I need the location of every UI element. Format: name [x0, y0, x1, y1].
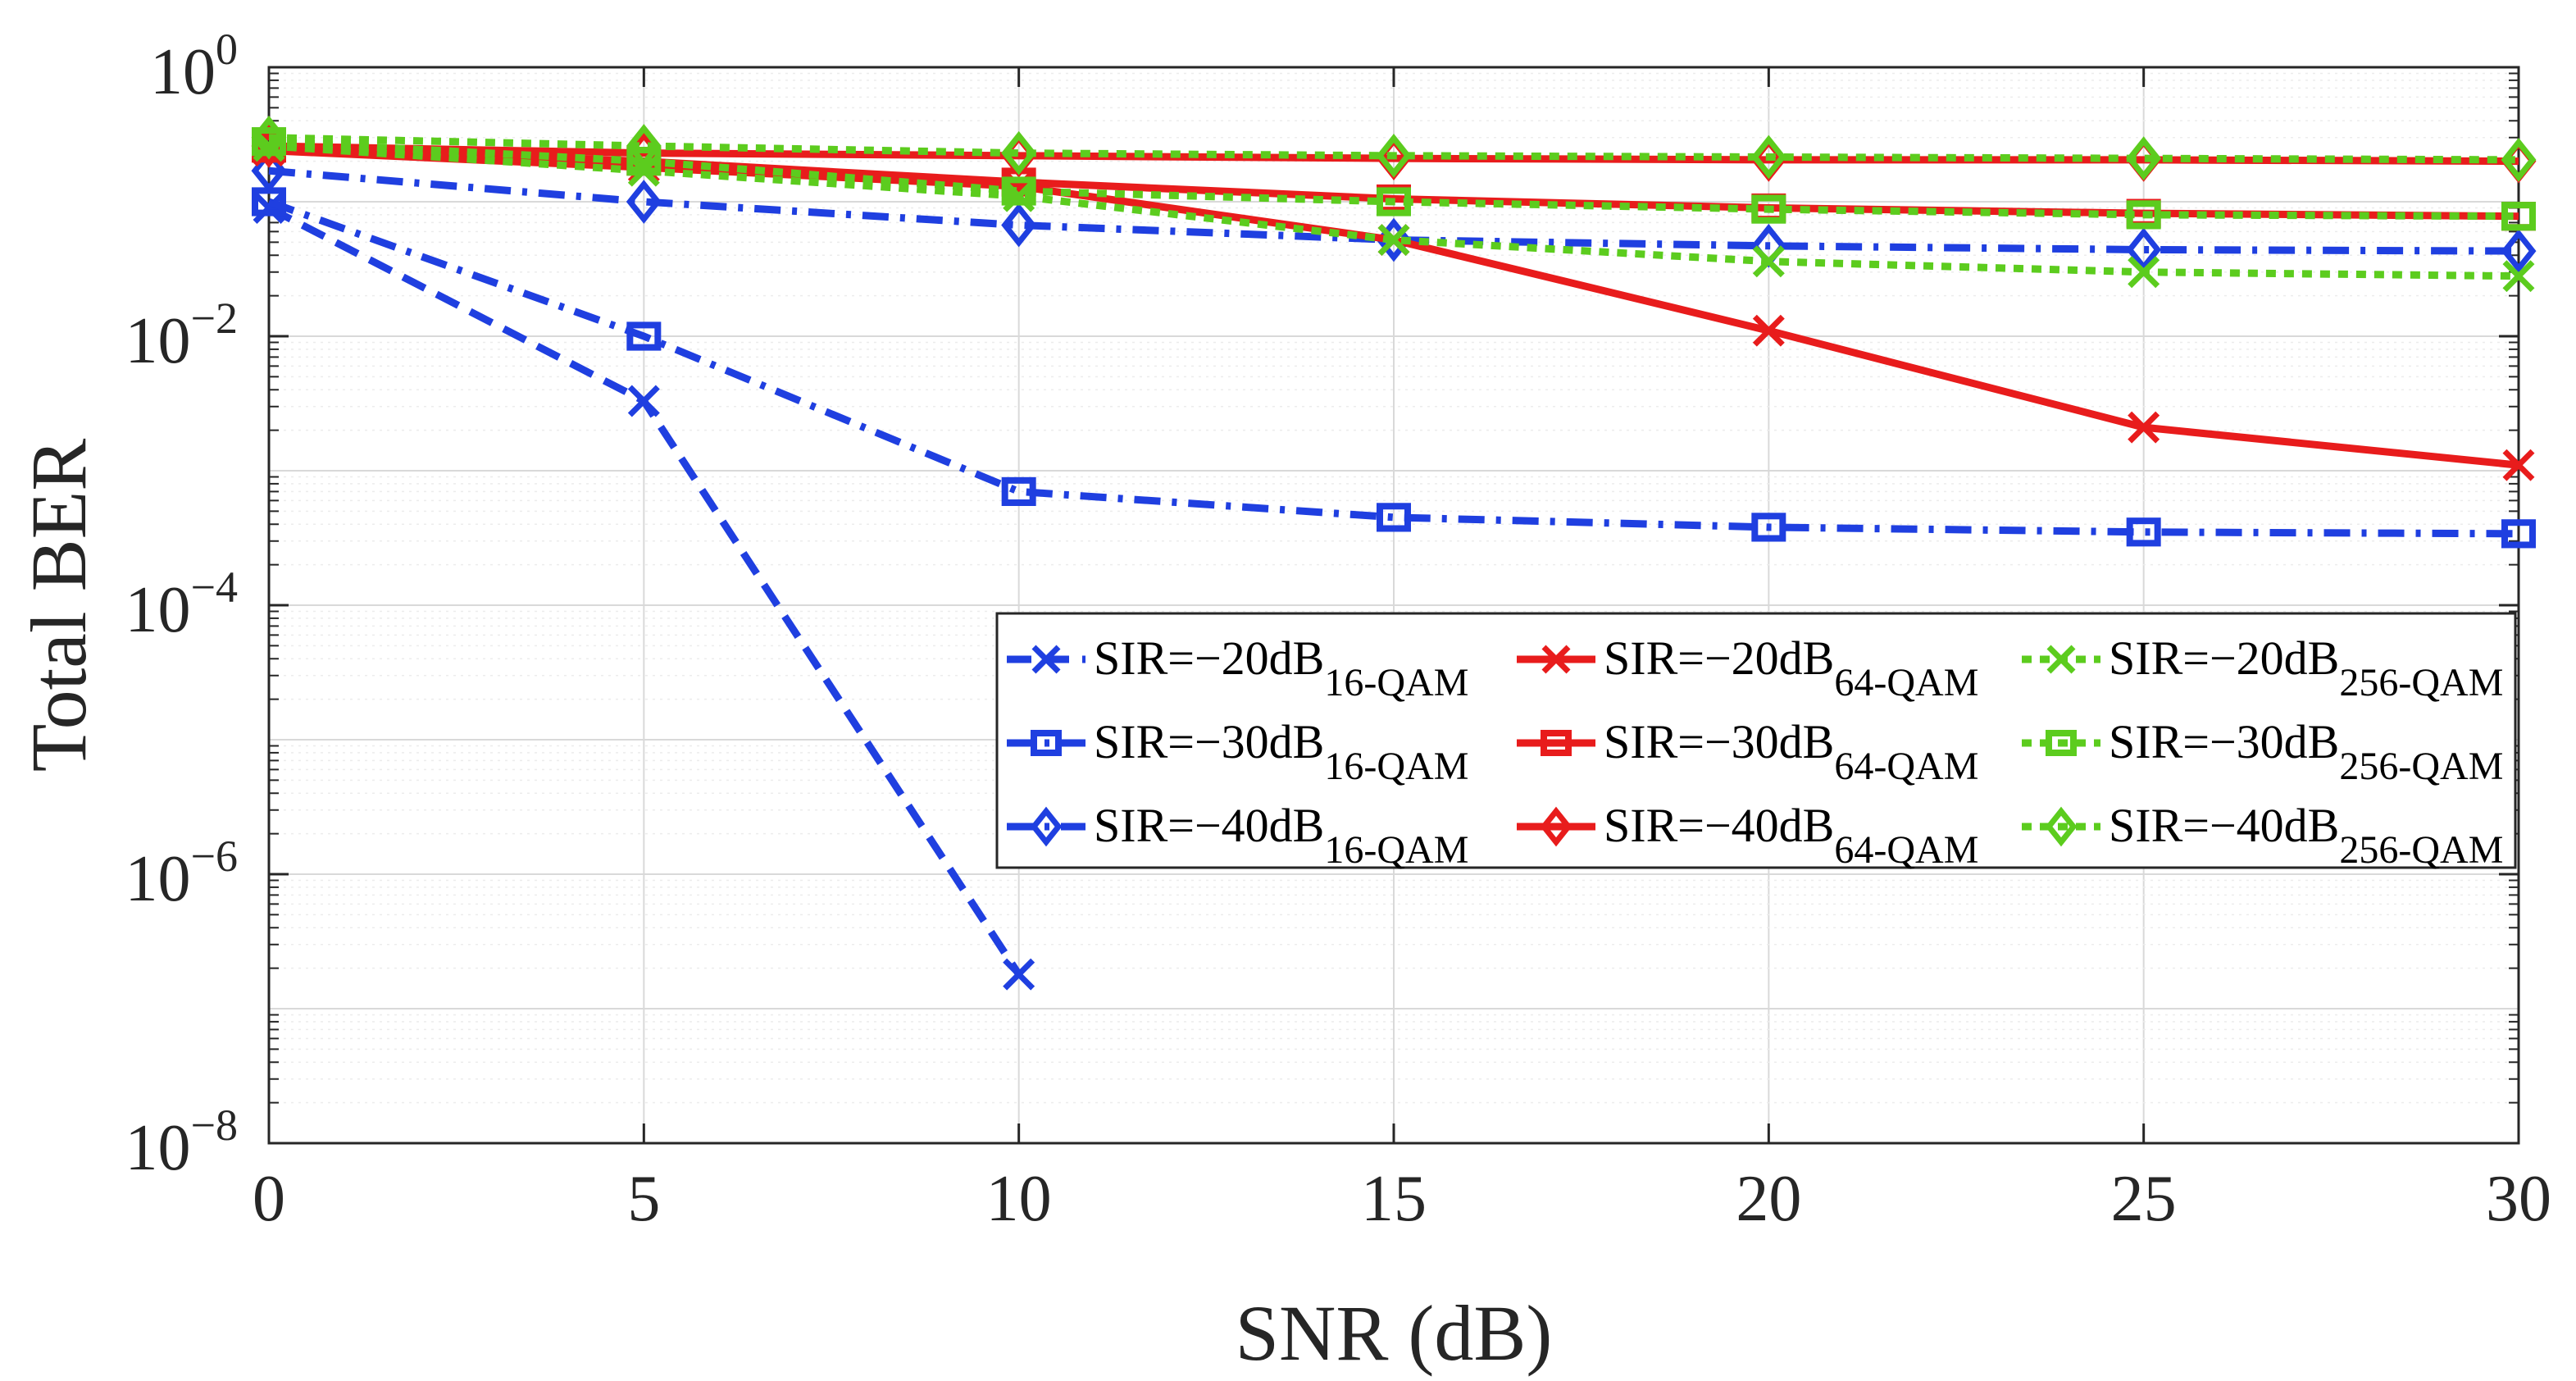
legend-label: SIR=−30dB64-QAM [1604, 715, 1978, 788]
marker-square [1377, 187, 1411, 216]
x-axis-label: SNR (dB) [1236, 1289, 1553, 1377]
y-tick-label: 10−2 [125, 294, 238, 377]
marker-x [2128, 256, 2160, 289]
legend-entry: SIR=−30dB64-QAM [1517, 715, 1978, 788]
marker-diamond [1750, 134, 1786, 180]
marker-x [253, 192, 285, 224]
marker-diamond [2126, 227, 2162, 272]
marker-diamond [1030, 806, 1063, 847]
y-axis-label: Total BER [15, 439, 102, 773]
legend-entry: SIR=−30dB256-QAM [2022, 715, 2503, 788]
marker-x [1752, 314, 1785, 347]
legend-label: SIR=−30dB256-QAM [2109, 715, 2503, 788]
marker-square [2501, 202, 2536, 231]
marker-square [1751, 194, 1786, 224]
marker-diamond [2045, 806, 2078, 847]
marker-diamond [626, 124, 662, 168]
y-tick-label: 100 [150, 25, 238, 108]
marker-x [627, 385, 660, 417]
axes-ticks: 0 5 10 15 20 25 30 100 10−2 10−4 10−6 10−8 [125, 25, 2551, 1235]
marker-diamond [1540, 806, 1572, 847]
marker-square [2126, 517, 2161, 547]
marker-x [2502, 449, 2535, 481]
legend-entry: SIR=−40dB16-QAM [1007, 799, 1468, 872]
marker-diamond [2501, 229, 2537, 273]
series-line [268, 138, 2519, 221]
marker-square [626, 147, 662, 176]
grid [268, 67, 2519, 1144]
legend: SIR=−20dB16-QAM SIR=−30dB16-QAM SIR=−40dB1… [995, 612, 2517, 872]
legend-label: SIR=−20dB256-QAM [2109, 631, 2503, 704]
marker-square [1377, 503, 1411, 532]
legend-label: SIR=−20dB16-QAM [1094, 631, 1468, 704]
marker-square [2501, 519, 2536, 549]
marker-x [2502, 260, 2535, 293]
x-tick-label: 15 [1361, 1163, 1427, 1235]
legend-entry: SIR=−40dB64-QAM [1517, 799, 1978, 872]
legend-label: SIR=−40dB256-QAM [2109, 799, 2503, 872]
marker-diamond [251, 115, 287, 160]
marker-x [2128, 411, 2160, 444]
marker-diamond [2501, 138, 2537, 182]
legend-label: SIR=−30dB16-QAM [1094, 715, 1468, 788]
legend-entry: SIR=−30dB16-QAM [1007, 715, 1468, 788]
marker-diamond [1001, 130, 1037, 175]
legend-label: SIR=−20dB64-QAM [1604, 631, 1978, 704]
marker-x [1377, 224, 1410, 257]
marker-square [1751, 513, 1786, 542]
marker-diamond [1001, 203, 1037, 248]
marker-square [626, 321, 662, 351]
y-tick-label: 10−8 [125, 1101, 238, 1184]
marker-x [1031, 645, 1061, 674]
x-tick-label: 5 [627, 1163, 660, 1235]
marker-square [1001, 476, 1036, 507]
x-tick-label: 0 [253, 1163, 285, 1235]
marker-x [2046, 645, 2076, 674]
marker-diamond [251, 148, 287, 194]
marker-x [1752, 245, 1785, 278]
series-line [268, 134, 2519, 164]
legend-entry: SIR=−20dB16-QAM [1007, 631, 1468, 704]
y-tick-label: 10−4 [125, 563, 238, 646]
x-tick-label: 25 [2111, 1163, 2177, 1235]
marker-square [1001, 176, 1036, 206]
legend-entry: SIR=−20dB256-QAM [2022, 631, 2503, 704]
series-16-qam-square [252, 187, 2536, 549]
series-line [267, 198, 2519, 538]
marker-square [1541, 730, 1572, 756]
marker-diamond [2126, 136, 2162, 181]
series-16-qam-x [253, 192, 1035, 991]
legend-entry: SIR=−40dB256-QAM [2022, 799, 2503, 872]
legend-entry: SIR=−20dB64-QAM [1517, 631, 1978, 704]
marker-x [1003, 958, 1035, 991]
series [251, 115, 2537, 991]
marker-square [2126, 200, 2161, 230]
marker-x [1541, 645, 1571, 674]
x-tick-label: 20 [1736, 1163, 1801, 1235]
x-tick-label: 10 [986, 1163, 1052, 1235]
marker-square [2046, 730, 2077, 756]
marker-diamond [626, 180, 662, 224]
marker-diamond [1376, 133, 1412, 178]
y-tick-label: 10−6 [125, 832, 238, 915]
legend-box [995, 612, 2517, 869]
marker-square [1031, 730, 1062, 756]
legend-label: SIR=−40dB16-QAM [1094, 799, 1468, 872]
series-256-qam-diamond [251, 115, 2537, 182]
legend-label: SIR=−40dB64-QAM [1604, 799, 1978, 872]
x-tick-label: 30 [2486, 1163, 2551, 1235]
